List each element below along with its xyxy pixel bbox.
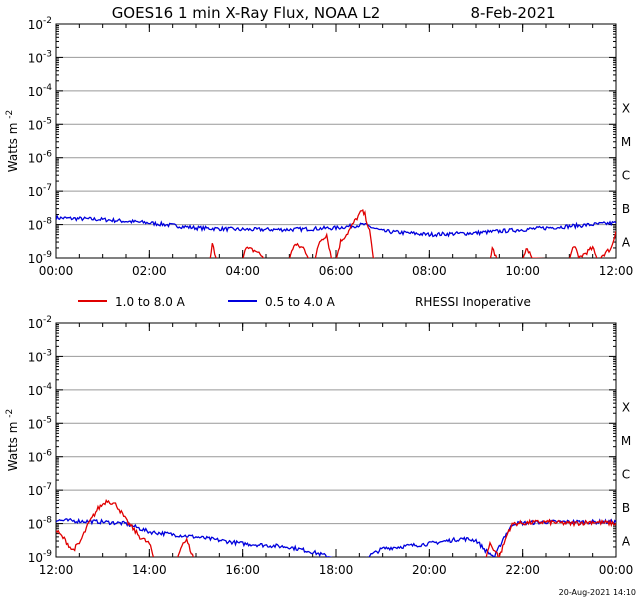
legend: 1.0 to 8.0 A 0.5 to 4.0 A RHESSI Inoperati… <box>78 295 531 309</box>
y-tick-label: 10-4 <box>28 382 53 398</box>
legend-label: 0.5 to 4.0 A <box>265 295 336 309</box>
plot-frame <box>55 23 617 259</box>
footer-timestamp: 20-Aug-2021 14:10 <box>559 588 636 597</box>
y-tick-label: 10-9 <box>28 250 53 266</box>
y-tick-label: 10-7 <box>28 482 52 498</box>
x-tick-label: 12:00 <box>599 264 634 278</box>
y-axis-title: Watts m -2 <box>5 110 20 172</box>
series-group <box>56 209 616 258</box>
y-tick-label: 10-6 <box>28 150 53 166</box>
flare-class-x: X <box>622 401 630 415</box>
chart-panel-2: 10-2 10-3 10-4 10-5 10-6 10-7 10-8 10-912:00 14:… <box>5 315 633 577</box>
y-tick-label: 10-8 <box>28 217 53 233</box>
y-tick-label: 10-9 <box>28 549 53 565</box>
y-tick-label: 10-7 <box>28 183 52 199</box>
y-tick-label: 10-3 <box>28 348 52 364</box>
series-group <box>56 498 616 557</box>
panels: 10-210-310-410-510-610-710-810-900:00 02:… <box>5 16 633 577</box>
y-tick-label: 10-6 <box>28 449 53 465</box>
x-tick-label: 00:00 <box>599 563 634 577</box>
y-tick-label: 10-4 <box>28 83 53 99</box>
x-tick-label: 10:00 <box>505 264 540 278</box>
x-tick-label: 20:00 <box>412 563 447 577</box>
series-line-0-5-to-4-0-a <box>56 214 616 238</box>
x-tick-label: 00:00 <box>39 264 74 278</box>
x-tick-label: 14:00 <box>132 563 167 577</box>
x-tick-label: 18:00 <box>319 563 354 577</box>
series-line-1-0-to-8-0-a <box>209 209 616 258</box>
legend-label: RHESSI Inoperative <box>415 295 531 309</box>
x-tick-label: 04:00 <box>225 264 260 278</box>
x-tick-label: 12:00 <box>39 563 74 577</box>
y-tick-label: 10-5 <box>28 116 52 132</box>
chart-date: 8-Feb-2021 <box>470 4 555 22</box>
y-tick-label: 10-8 <box>28 516 53 532</box>
x-tick-label: 16:00 <box>225 563 260 577</box>
y-tick-label: 10-2 <box>28 16 52 32</box>
y-tick-label: 10-5 <box>28 415 52 431</box>
y-axis-title: Watts m -2 <box>5 409 20 471</box>
x-tick-label: 22:00 <box>505 563 540 577</box>
flare-class-x: X <box>622 102 630 116</box>
x-tick-label: 06:00 <box>319 264 354 278</box>
series-line-1-0-to-8-0-a <box>56 498 616 557</box>
flare-class-c: C <box>622 467 630 481</box>
x-tick-label: 08:00 <box>412 264 447 278</box>
flare-class-a: A <box>622 534 631 548</box>
chart-panel-1: 10-2 10-3 10-4 10-5 10-6 10-7 10-8 10-900:00 02:… <box>5 16 633 278</box>
flare-class-b: B <box>622 501 630 515</box>
series-line-0-5-to-4-0-a <box>56 517 616 557</box>
flare-class-m: M <box>621 434 631 448</box>
x-tick-label: 02:00 <box>132 264 167 278</box>
y-tick-label: 10-3 <box>28 49 52 65</box>
flare-class-m: M <box>621 135 631 149</box>
y-tick-label: 10-2 <box>28 315 52 331</box>
legend-label: 1.0 to 8.0 A <box>115 295 186 309</box>
flare-class-b: B <box>622 202 630 216</box>
flare-class-a: A <box>622 235 631 249</box>
flare-class-c: C <box>622 168 630 182</box>
chart-title: GOES16 1 min X-Ray Flux, NOAA L2 <box>112 4 381 22</box>
